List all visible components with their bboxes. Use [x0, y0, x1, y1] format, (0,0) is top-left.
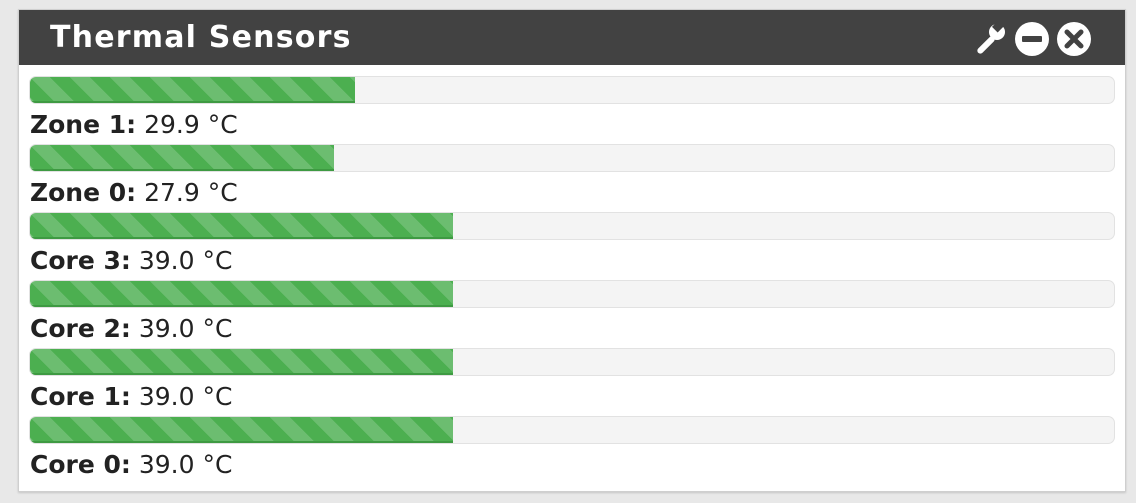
sensor-row: Core 0: 39.0 °C: [29, 416, 1115, 484]
sensor-row: Core 1: 39.0 °C: [29, 348, 1115, 416]
sensor-value: 39.0 °C: [138, 382, 233, 411]
sensor-value: 39.0 °C: [138, 246, 233, 275]
sensor-value: 29.9 °C: [144, 110, 238, 139]
sensor-value: 27.9 °C: [144, 178, 238, 207]
sensor-name: Zone 0:: [30, 178, 137, 207]
sensor-label: Core 1: 39.0 °C: [30, 382, 232, 411]
sensor-value: 39.0 °C: [138, 314, 233, 343]
sensor-row: Core 2: 39.0 °C: [29, 280, 1115, 348]
wrench-icon[interactable]: [972, 21, 1008, 57]
temperature-bar-fill: [30, 145, 334, 171]
sensor-label: Zone 0: 27.9 °C: [30, 178, 238, 207]
sensor-label: Core 0: 39.0 °C: [30, 450, 232, 479]
sensor-label: Core 2: 39.0 °C: [30, 314, 232, 343]
close-circle-icon[interactable]: [1056, 21, 1092, 57]
sensor-name: Core 3:: [30, 246, 131, 275]
temperature-bar: [29, 144, 1115, 172]
sensor-name: Core 1:: [30, 382, 131, 411]
sensor-value: 39.0 °C: [138, 450, 233, 479]
temperature-bar: [29, 76, 1115, 104]
temperature-bar-fill: [30, 349, 453, 375]
sensor-row: Core 3: 39.0 °C: [29, 212, 1115, 280]
sensor-name: Zone 1:: [30, 110, 137, 139]
temperature-bar: [29, 212, 1115, 240]
widget-title: Thermal Sensors: [50, 20, 352, 55]
sensor-name: Core 0:: [30, 450, 131, 479]
sensor-label: Zone 1: 29.9 °C: [30, 110, 238, 139]
thermal-sensors-widget: Thermal Sensors: [18, 9, 1126, 492]
sensor-row: Zone 0: 27.9 °C: [29, 144, 1115, 212]
sensor-row: Zone 1: 29.9 °C: [29, 76, 1115, 144]
temperature-bar-fill: [30, 77, 356, 103]
temperature-bar: [29, 280, 1115, 308]
temperature-bar: [29, 348, 1115, 376]
widget-header: Thermal Sensors: [19, 10, 1125, 65]
sensor-list: Zone 1: 29.9 °C Zone 0: 27.9 °C Core 3: …: [29, 76, 1115, 484]
sensor-name: Core 2:: [30, 314, 131, 343]
temperature-bar: [29, 416, 1115, 444]
temperature-bar-fill: [30, 281, 453, 307]
widget-controls: [972, 21, 1092, 57]
temperature-bar-fill: [30, 213, 453, 239]
temperature-bar-fill: [30, 417, 453, 443]
sensor-label: Core 3: 39.0 °C: [30, 246, 232, 275]
minus-circle-icon[interactable]: [1014, 21, 1050, 57]
